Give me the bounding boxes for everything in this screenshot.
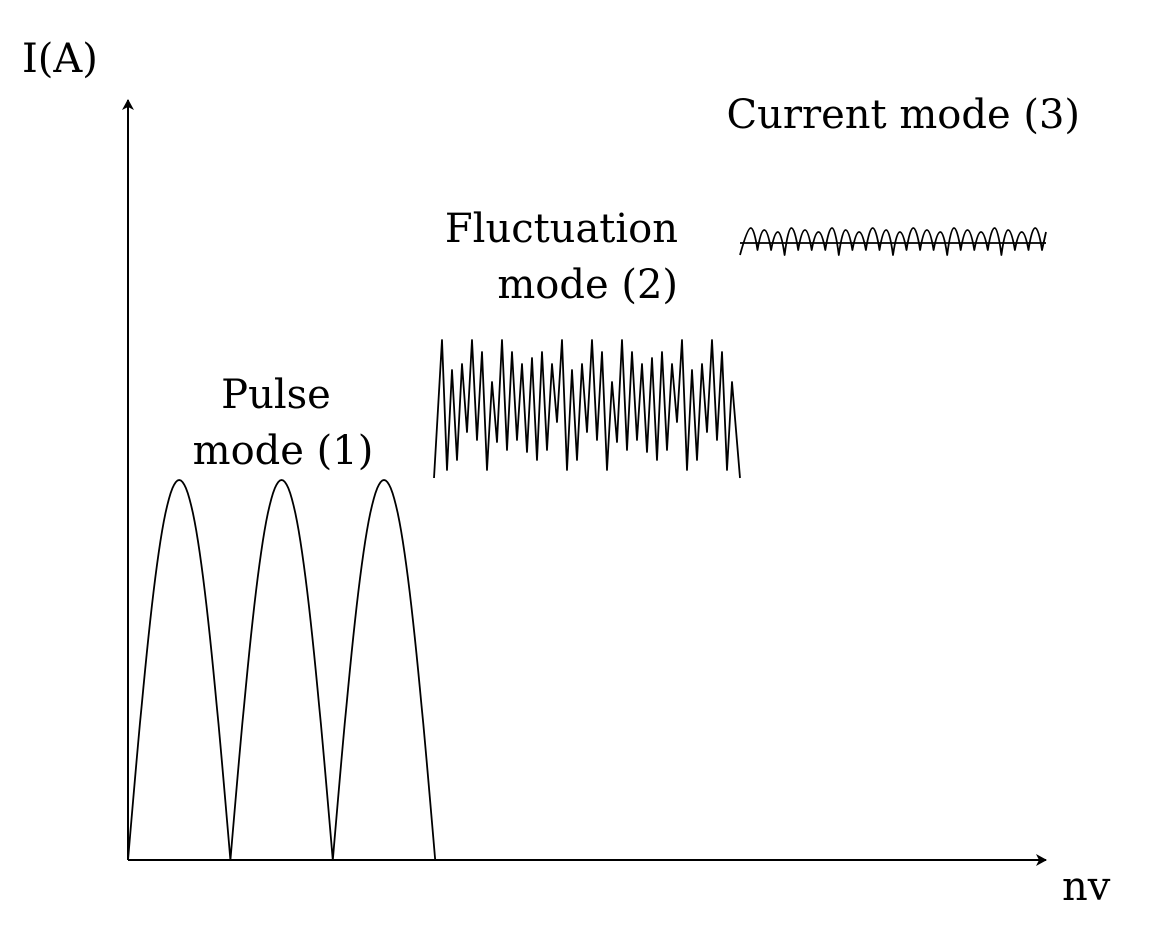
current-mode-waveform [739,227,1047,256]
fluctuation-mode-label-line2: mode (2) [497,262,678,308]
fluctuation-mode-waveform [433,339,741,479]
fluctuation-mode-label-line1: Fluctuation [445,206,678,252]
x-axis-label: nv [1062,864,1111,910]
current-mode-label: Current mode (3) [727,92,1081,138]
pulse-mode-label-line1: Pulse [221,372,331,418]
pulse-mode-waveform [127,479,437,861]
pulse-mode-label-line2: mode (1) [193,428,374,474]
y-axis-label: I(A) [22,36,98,82]
